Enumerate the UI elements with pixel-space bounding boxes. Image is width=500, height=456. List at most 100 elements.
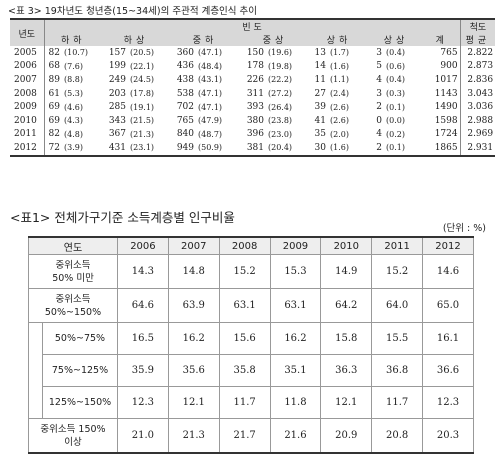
indent-spacer	[28, 322, 43, 419]
percent-cell: (0.6)	[386, 61, 405, 71]
table-row: 50%~75% 16.5 16.2 15.6 16.2 15.8 15.5 16.1	[28, 322, 474, 419]
row-label-line: 중위소득 150%	[40, 423, 106, 435]
value-cell: 65.0	[422, 288, 474, 323]
percent-cell: (22.1)	[130, 61, 155, 71]
year-header: 2009	[269, 236, 322, 255]
count-cell: 367	[108, 129, 126, 140]
value-cell: 35.6	[167, 354, 220, 387]
percent-cell: (20.4)	[266, 141, 310, 157]
table-row: 2012 72 (3.9) 431 (23.1) 949 (50.9) 381 (20.4) 30…	[10, 141, 496, 157]
total-cell: 1017	[424, 73, 461, 87]
value-cell: 11.7	[218, 386, 271, 419]
percent-cell: (0.1)	[386, 102, 405, 112]
percent-cell: (23.0)	[268, 129, 293, 139]
percent-cell: (2.6)	[330, 102, 349, 112]
value-cell: 16.1	[422, 322, 474, 355]
mean-cell: 2.969	[467, 129, 494, 140]
value-cell: 12.3	[117, 386, 169, 419]
row-label-line: 이상	[64, 436, 82, 448]
percent-cell: (2.0)	[330, 129, 349, 139]
value-cell: 11.7	[371, 386, 424, 419]
value-cell: 21.3	[167, 418, 220, 454]
table-row: 2005 82 (10.7) 157 (20.5) 360 (47.1) 150 (19.6) 1…	[10, 46, 495, 60]
count-cell: 393	[246, 102, 264, 113]
value-cell: 14.8	[167, 254, 220, 289]
percent-cell: (48.4)	[198, 61, 223, 71]
percent-cell: (5.3)	[64, 89, 83, 99]
mean-cell: 2.822	[467, 47, 494, 58]
value-cell: 20.3	[422, 418, 474, 454]
total-cell: 1598	[424, 113, 461, 128]
count-cell: 249	[108, 74, 126, 85]
year-header: 2010	[320, 236, 373, 255]
mean-cell: 2.931	[460, 141, 496, 157]
category-header: 중상	[240, 33, 310, 46]
year-cell: 2010	[10, 113, 45, 128]
percent-cell: (0.1)	[384, 141, 424, 157]
count-cell: 35	[314, 129, 326, 140]
percent-cell: (47.1)	[198, 48, 223, 58]
percent-cell: (21.3)	[130, 129, 155, 139]
value-cell: 21.7	[218, 418, 271, 454]
count-cell: 61	[48, 88, 60, 99]
percent-cell: (47.1)	[198, 89, 223, 99]
year-header: 2008	[218, 236, 271, 255]
value-cell: 15.5	[371, 322, 424, 355]
value-cell: 64.6	[117, 288, 169, 323]
table-row: 2007 89 (8.8) 249 (24.5) 438 (43.1) 226 (22.2) 11…	[10, 73, 495, 87]
count-cell: 343	[108, 115, 126, 126]
count-cell: 4	[376, 129, 382, 140]
value-cell: 16.5	[117, 322, 169, 355]
count-cell: 702	[176, 102, 194, 113]
year-cell: 2005	[10, 46, 45, 60]
count-cell: 30	[310, 141, 328, 157]
percent-cell: (47.1)	[198, 102, 223, 112]
count-cell: 2	[368, 141, 384, 157]
category-header: 하하	[44, 33, 102, 46]
percent-cell: (2.4)	[330, 89, 349, 99]
row-label-line: 중위소득	[55, 293, 91, 305]
year-header: 2007	[167, 236, 220, 255]
row-label: 중위소득 50%~150%	[28, 288, 118, 323]
value-cell: 35.9	[117, 354, 169, 387]
class-perception-table: 년도 빈 도 척도 하하 하상 중하 중상 상하 상상 계 평균 2005 82 (10.7) 15…	[10, 18, 496, 157]
count-cell: 431	[102, 141, 128, 157]
count-cell: 13	[314, 47, 326, 58]
count-cell: 438	[176, 74, 194, 85]
percent-cell: (21.5)	[130, 116, 155, 126]
percent-cell: (22.2)	[268, 75, 293, 85]
percent-cell: (19.8)	[268, 61, 293, 71]
row-label: 125%~150%	[42, 386, 118, 419]
year-header: 년도	[10, 18, 45, 46]
total-cell: 1724	[424, 127, 461, 142]
count-cell: 436	[176, 61, 194, 72]
percent-cell: (0.3)	[386, 89, 405, 99]
percent-cell: (50.9)	[196, 141, 240, 157]
count-cell: 360	[176, 47, 194, 58]
count-cell: 949	[170, 141, 196, 157]
value-cell: 36.6	[422, 354, 474, 387]
count-cell: 840	[176, 129, 194, 140]
percent-cell: (1.1)	[330, 75, 349, 85]
year-cell: 2009	[10, 100, 45, 114]
value-cell: 15.2	[371, 254, 424, 289]
count-cell: 311	[246, 88, 264, 99]
count-cell: 82	[48, 47, 60, 58]
row-label: 75%~125%	[42, 354, 118, 387]
value-cell: 12.1	[167, 386, 220, 419]
value-cell: 12.3	[422, 386, 474, 419]
year-cell: 2006	[10, 59, 45, 74]
percent-cell: (4.6)	[64, 102, 83, 112]
count-cell: 178	[246, 61, 264, 72]
value-cell: 36.3	[320, 354, 373, 387]
table-row: 75%~125% 35.9 35.6 35.8 35.1 36.3 36.8 36.6	[29, 354, 474, 387]
table-row: 2006 68 (7.6) 199 (22.1) 436 (48.4) 178 (19.8) 14…	[10, 59, 495, 74]
value-cell: 35.8	[218, 354, 271, 387]
value-cell: 16.2	[167, 322, 220, 355]
value-cell: 14.6	[422, 254, 474, 289]
value-cell: 14.3	[117, 254, 169, 289]
count-cell: 380	[246, 115, 264, 126]
count-cell: 68	[48, 61, 60, 72]
percent-cell: (0.2)	[386, 129, 405, 139]
percent-cell: (1.7)	[330, 48, 349, 58]
